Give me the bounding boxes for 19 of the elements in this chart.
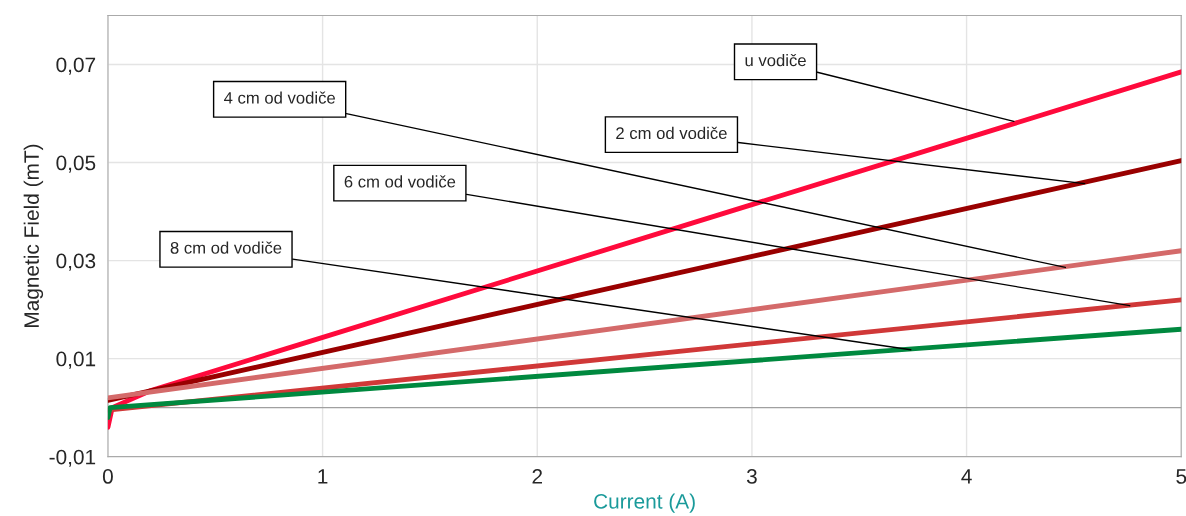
x-tick-label: 2	[532, 469, 543, 484]
y-tick-label: 0,05	[56, 155, 96, 173]
y-tick-label: 0,07	[56, 57, 96, 75]
y-axis-title: Magnetic Field (mT)	[23, 144, 44, 327]
x-tick-label: 4	[961, 469, 972, 484]
y-tick-label: 0,01	[56, 351, 96, 369]
annotation: 2 cm od vodiče	[616, 126, 727, 140]
y-tick-label: 0,03	[56, 253, 96, 271]
annotation: 8 cm od vodiče	[170, 241, 282, 254]
x-tick-label: 1	[318, 469, 328, 484]
line-series	[107, 69, 1182, 430]
x-tick-label: 3	[746, 469, 757, 484]
x-tick-label: 5	[1176, 469, 1186, 484]
y-tick-label: -0,01	[49, 449, 96, 467]
annotation: 4 cm od vodiče	[224, 91, 335, 104]
annotation: u vodiče	[745, 53, 806, 67]
x-axis-title: Current (A)	[594, 493, 695, 513]
annotation: 6 cm od vodiče	[344, 175, 456, 188]
x-tick-label: 0	[102, 469, 113, 484]
